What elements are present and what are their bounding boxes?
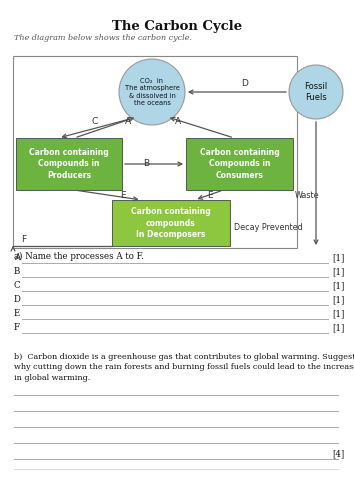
Bar: [112, 200, 230, 246]
Text: C: C: [14, 281, 21, 290]
Text: The diagram below shows the carbon cycle.: The diagram below shows the carbon cycle…: [14, 34, 192, 42]
Text: [1]: [1]: [332, 281, 344, 290]
Text: Fossil
Fuels: Fossil Fuels: [304, 82, 327, 102]
Text: b)  Carbon dioxide is a greenhouse gas that contributes to global warming. Sugge: b) Carbon dioxide is a greenhouse gas th…: [14, 353, 354, 382]
Text: Carbon containing
Compounds in
Producers: Carbon containing Compounds in Producers: [29, 148, 109, 180]
Text: [1]: [1]: [332, 323, 344, 332]
Text: [4]: [4]: [332, 449, 344, 458]
Text: CO₂  in
The atmosphere
& dissolved in
the oceans: CO₂ in The atmosphere & dissolved in the…: [125, 78, 179, 106]
Text: [1]: [1]: [332, 253, 344, 262]
Text: C: C: [92, 118, 98, 126]
Bar: [13, 56, 297, 248]
Text: F: F: [21, 236, 26, 244]
Bar: [16, 138, 122, 190]
Text: A: A: [14, 253, 20, 262]
Text: A: A: [175, 118, 181, 126]
Text: E: E: [120, 190, 126, 200]
Text: [1]: [1]: [332, 295, 344, 304]
Bar: [186, 138, 293, 190]
Text: B: B: [14, 267, 20, 276]
Text: [1]: [1]: [332, 267, 344, 276]
Text: A: A: [125, 118, 131, 126]
Text: a) Name the processes A to F.: a) Name the processes A to F.: [14, 252, 144, 261]
Text: Waste: Waste: [295, 192, 320, 200]
Text: B: B: [143, 160, 149, 168]
Text: F: F: [14, 323, 20, 332]
Text: Carbon containing
compounds
In Decomposers: Carbon containing compounds In Decompose…: [131, 208, 211, 238]
Text: Decay Prevented: Decay Prevented: [234, 224, 303, 232]
Text: [1]: [1]: [332, 309, 344, 318]
Text: D: D: [241, 78, 249, 88]
Text: Carbon containing
Compounds in
Consumers: Carbon containing Compounds in Consumers: [200, 148, 279, 180]
Text: D: D: [14, 295, 21, 304]
Circle shape: [289, 65, 343, 119]
Circle shape: [119, 59, 185, 125]
Text: E: E: [207, 190, 213, 200]
Text: E: E: [14, 309, 20, 318]
Text: The Carbon Cycle: The Carbon Cycle: [112, 20, 242, 33]
